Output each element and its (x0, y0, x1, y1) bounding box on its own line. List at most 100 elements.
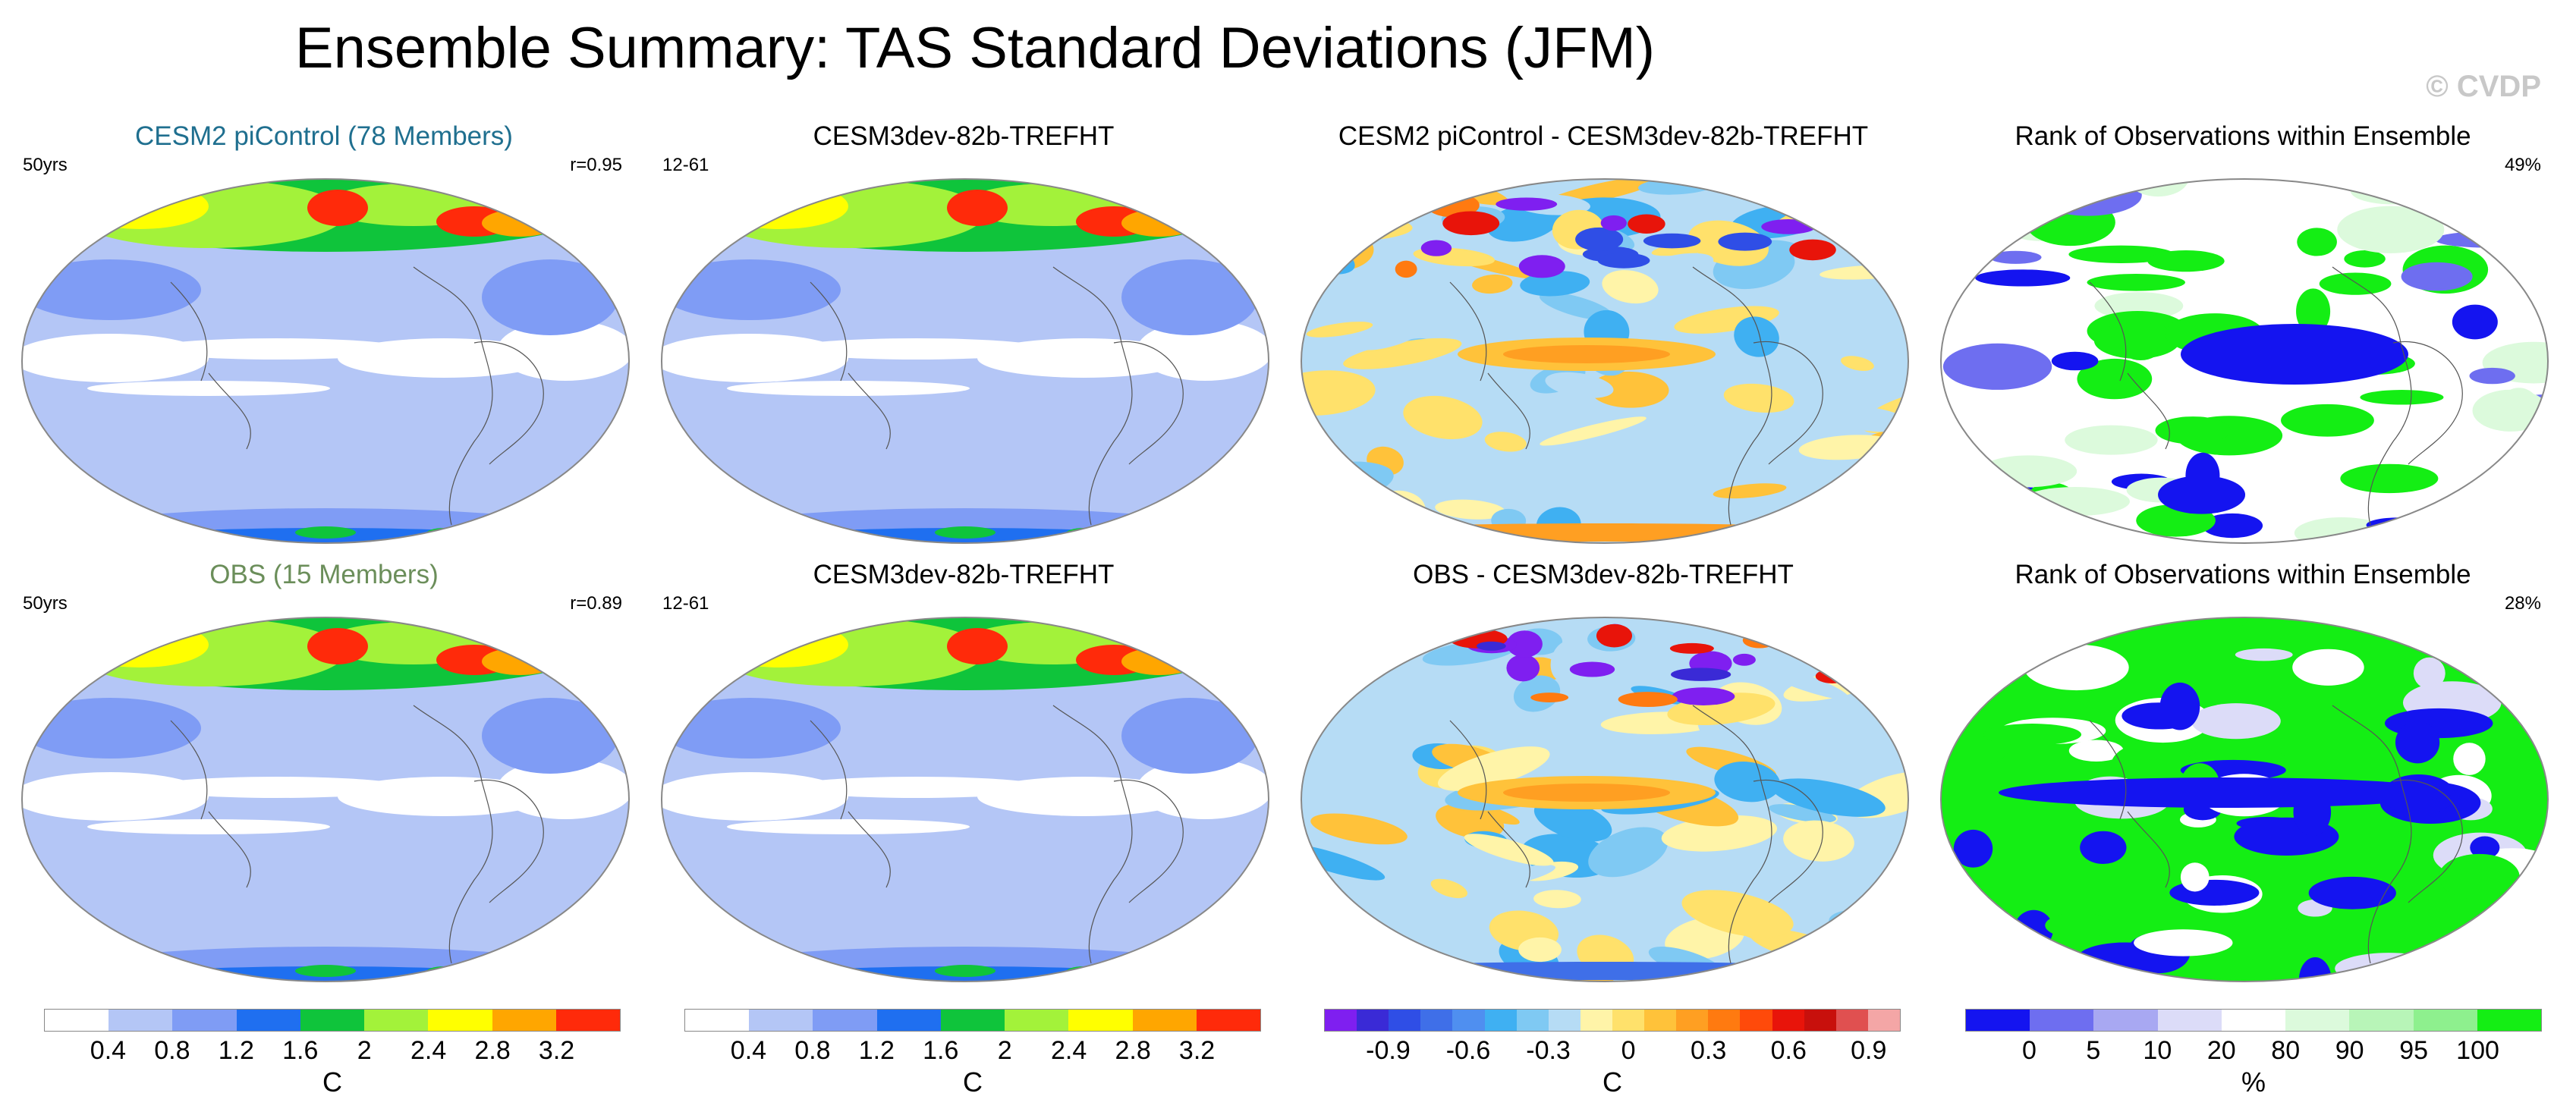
colorbar-swatch (876, 1010, 941, 1031)
arctic-high-variance-band (307, 190, 368, 226)
colorbar-tick-label: 20 (2206, 1036, 2236, 1065)
coastline (170, 266, 544, 526)
robinson-map (1300, 178, 1910, 544)
colorbar-unit-label: % (2241, 1066, 2266, 1098)
anomaly-patch (1430, 878, 1467, 899)
rank-patch (2080, 831, 2127, 865)
robinson-map (20, 617, 631, 982)
colorbar-swatches (1965, 1009, 2542, 1032)
rank-patch (2202, 513, 2263, 539)
rank-patch (2180, 862, 2210, 892)
rank-patch (2498, 388, 2540, 429)
high-latitude-anomaly (1316, 190, 1359, 210)
rank-patch (2292, 649, 2364, 686)
rank-patch (2068, 740, 2124, 762)
high-latitude-anomaly (1742, 632, 1777, 649)
arctic-high-variance-band (72, 622, 209, 667)
colorbar-tick-label: 2.8 (474, 1036, 511, 1065)
anomaly-patch (1861, 523, 1908, 543)
rank-patch (2191, 703, 2281, 740)
rank-patch (2281, 404, 2374, 437)
colorbar-tick-label: 90 (2335, 1036, 2364, 1065)
arctic-high-variance-band (64, 624, 156, 658)
colorbar-unit-label: C (322, 1066, 342, 1098)
arctic-high-variance-band (72, 180, 345, 248)
colorbar-swatch (172, 1010, 237, 1031)
robinson-map (1939, 617, 2549, 982)
colorbar-tick-label: 2.4 (410, 1036, 447, 1065)
colorbar-tick-label: 0.3 (1691, 1036, 1727, 1065)
colorbar-tick-label: 3.2 (1178, 1036, 1216, 1065)
panel-title: OBS (15 Members) (209, 560, 439, 589)
anomaly-patch (1301, 370, 1376, 416)
anomaly-patch (1533, 799, 1612, 842)
colorbar-tick-label: -0.6 (1445, 1036, 1491, 1065)
rank-patch (2401, 262, 2473, 291)
colorbar-swatch (940, 1010, 1005, 1031)
high-latitude-anomaly (1476, 641, 1506, 651)
rank-patch (2512, 218, 2548, 237)
tropical-low-variance-region (662, 334, 848, 382)
panel-period-label: 12-61 (662, 155, 709, 175)
high-latitude-anomaly (1420, 240, 1452, 256)
anomaly-patch (1666, 417, 1754, 440)
colorbar-swatch (1612, 1010, 1645, 1031)
colorbar-swatch (1420, 1010, 1453, 1031)
high-latitude-anomaly (1506, 654, 1540, 682)
rank-patch (2134, 929, 2233, 956)
panel-title: Rank of Observations within Ensemble (2015, 121, 2471, 151)
colorbar-tick-label: -0.9 (1366, 1036, 1411, 1065)
rank-patch (1953, 829, 1993, 868)
rank-patch (2155, 416, 2231, 444)
colorbar-tick-label: 1.6 (923, 1036, 959, 1065)
map-field (1941, 617, 2548, 982)
arctic-high-variance-band (64, 186, 156, 219)
rank-patch (2152, 617, 2250, 635)
colorbar: 0 5 10 20 80 90 95 100% (1965, 1009, 2542, 1115)
colorbar-swatch (1484, 1010, 1517, 1031)
colorbar-swatches (1324, 1009, 1901, 1032)
tropical-low-variance-region (338, 338, 550, 378)
rank-patch (2434, 231, 2541, 248)
anomaly-patch (1806, 510, 1896, 543)
anomaly-patch (1376, 520, 1425, 543)
colorbar-swatch (2349, 1010, 2414, 1031)
colorbar-swatch (1580, 1010, 1612, 1031)
antarctic-variance-band (935, 965, 995, 977)
colorbar-swatch (109, 1010, 173, 1031)
colorbar-tick-label: 3.2 (538, 1036, 575, 1065)
colorbar-swatch (1966, 1010, 2030, 1031)
tropical-low-variance-region (977, 338, 1190, 378)
high-latitude-anomaly (1569, 661, 1615, 677)
anomaly-patch (1407, 179, 1495, 189)
anomaly-patch (1602, 270, 1659, 304)
coastline (2089, 705, 2463, 964)
panel-title: CESM2 piControl - CESM3dev-82b-TREFHT (1338, 121, 1869, 151)
colorbar-swatch (1708, 1010, 1741, 1031)
rank-patch (2319, 272, 2392, 295)
rank-patch (2504, 179, 2548, 202)
rank-patch (2413, 657, 2445, 689)
colorbar-tick-label: 0.6 (1770, 1036, 1807, 1065)
colorbar-swatch (1132, 1010, 1197, 1031)
rank-patch (1980, 455, 2077, 488)
midlat-variance-region (662, 259, 841, 320)
colorbar: -0.9 -0.6 -0.3 0 0.3 0.6 0.9 C (1324, 1009, 1901, 1115)
rank-patch (2094, 292, 2184, 320)
colorbar-tick-label: 2 (357, 1036, 372, 1065)
high-latitude-anomaly (1732, 653, 1756, 666)
rank-patch (2469, 367, 2515, 385)
high-latitude-anomaly (1506, 630, 1543, 658)
rank-patch (2024, 644, 2129, 691)
anomaly-patch (1301, 466, 1330, 498)
tropical-low-variance-region (662, 772, 848, 821)
panel-title: OBS - CESM3dev-82b-TREFHT (1413, 560, 1794, 589)
tropical-anomaly-band (1503, 345, 1670, 363)
arctic-high-variance-band (947, 628, 1008, 664)
rank-patch (1941, 666, 1968, 704)
arctic-high-variance-band (712, 180, 985, 248)
colorbar-swatch (813, 1010, 877, 1031)
arctic-high-variance-band (72, 618, 345, 686)
rank-patch (1941, 200, 2013, 219)
rank-patch (2308, 876, 2396, 909)
